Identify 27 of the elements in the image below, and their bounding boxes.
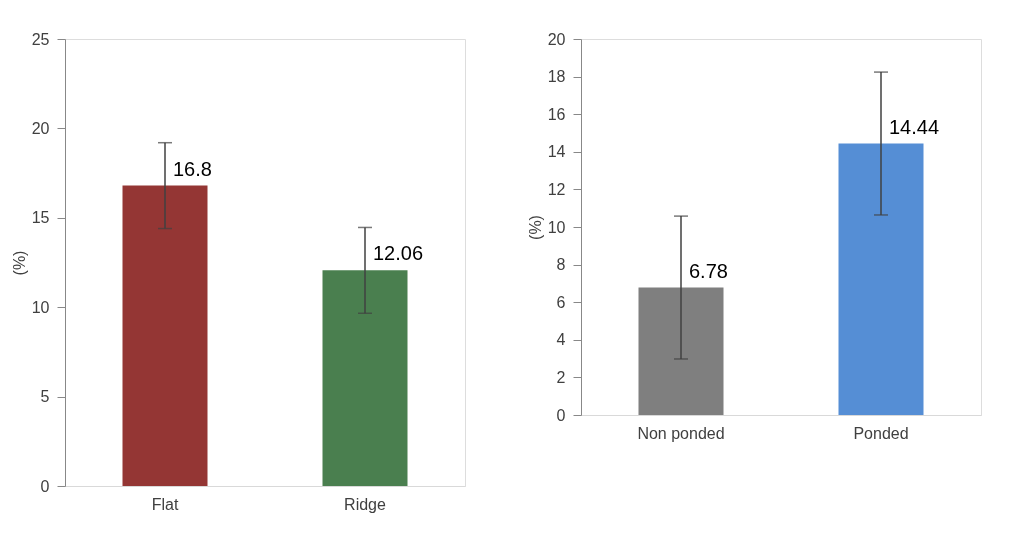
y-tick-label: 4 <box>556 331 566 349</box>
y-tick-label: 12 <box>547 180 566 198</box>
y-axis-title: (%) <box>10 250 28 276</box>
y-tick-label: 25 <box>31 30 50 48</box>
y-axis-title: (%) <box>526 215 544 240</box>
y-tick-label: 10 <box>31 298 50 316</box>
y-tick-label: 20 <box>31 119 50 137</box>
data-label: 6.78 <box>689 259 728 282</box>
y-tick-label: 18 <box>547 68 566 86</box>
y-tick-label: 0 <box>556 406 566 424</box>
x-tick-label: Non ponded <box>637 424 725 442</box>
y-tick-label: 20 <box>547 30 566 48</box>
y-tick-label: 8 <box>556 256 566 274</box>
y-tick-label: 6 <box>556 293 566 311</box>
y-tick-label: 16 <box>547 105 566 123</box>
data-label: 14.44 <box>889 115 940 138</box>
x-tick-label: Ponded <box>853 424 909 442</box>
y-tick-label: 14 <box>547 143 566 161</box>
data-label: 16.8 <box>173 157 212 180</box>
y-tick-label: 2 <box>556 368 566 386</box>
y-tick-label: 15 <box>31 209 50 227</box>
y-tick-label: 0 <box>40 477 50 495</box>
x-tick-label: Flat <box>151 495 179 513</box>
y-tick-label: 5 <box>40 388 50 406</box>
x-tick-label: Ridge <box>344 495 386 513</box>
data-label: 12.06 <box>373 242 424 265</box>
y-tick-label: 10 <box>547 218 566 236</box>
